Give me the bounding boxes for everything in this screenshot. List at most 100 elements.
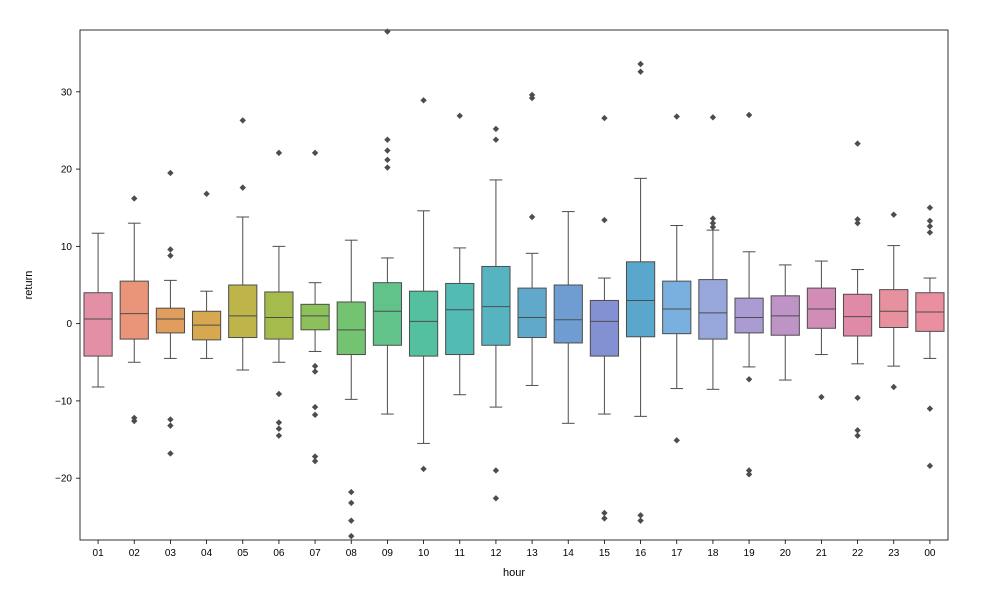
x-tick-label: 11 (455, 548, 466, 559)
box-group (373, 28, 401, 414)
outlier-marker (746, 112, 752, 118)
box-group (916, 205, 944, 469)
outlier-marker (348, 489, 354, 495)
box-group (156, 170, 184, 457)
box (518, 288, 546, 337)
outlier-marker (818, 394, 824, 400)
x-tick-label: 03 (165, 548, 177, 559)
outlier-marker (637, 517, 643, 523)
outlier-marker (674, 113, 680, 119)
x-tick-label: 12 (490, 548, 502, 559)
x-tick-label: 00 (924, 548, 936, 559)
outlier-marker (601, 115, 607, 121)
box (337, 302, 365, 355)
outlier-marker (493, 467, 499, 473)
x-tick-label: 17 (671, 548, 683, 559)
outlier-marker (384, 137, 390, 143)
outlier-marker (276, 391, 282, 397)
box-group (554, 212, 582, 424)
box-group (699, 114, 727, 389)
outlier-marker (312, 150, 318, 156)
box (880, 290, 908, 328)
box (301, 304, 329, 330)
outlier-marker (384, 147, 390, 153)
x-tick-label: 08 (346, 548, 358, 559)
x-tick-label: 06 (273, 548, 285, 559)
chart-svg: −20−100102030010203040506070809101112131… (0, 0, 983, 595)
box (482, 266, 510, 345)
x-tick-label: 05 (237, 548, 249, 559)
outlier-marker (927, 229, 933, 235)
outlier-marker (240, 117, 246, 123)
outlier-marker (384, 157, 390, 163)
x-axis-label: hour (503, 567, 525, 579)
outlier-marker (457, 113, 463, 119)
box (735, 298, 763, 333)
outlier-marker (854, 140, 860, 146)
outlier-marker (240, 184, 246, 190)
outlier-marker (854, 432, 860, 438)
outlier-marker (927, 405, 933, 411)
x-tick-label: 21 (816, 548, 828, 559)
outlier-marker (891, 211, 897, 217)
outlier-marker (710, 114, 716, 120)
box (156, 308, 184, 333)
x-tick-label: 01 (93, 548, 105, 559)
outlier-marker (891, 384, 897, 390)
box (229, 285, 257, 338)
x-tick-label: 13 (527, 548, 539, 559)
box-group (446, 113, 474, 395)
outlier-marker (529, 214, 535, 220)
outlier-marker (854, 395, 860, 401)
box-group (84, 233, 112, 387)
box (699, 280, 727, 340)
outlier-marker (493, 495, 499, 501)
box-group (192, 191, 220, 359)
box-group (229, 117, 257, 370)
x-tick-label: 15 (599, 548, 611, 559)
outlier-marker (276, 150, 282, 156)
box (120, 281, 148, 339)
outlier-marker (167, 252, 173, 258)
outlier-marker (927, 223, 933, 229)
box (590, 300, 618, 356)
outlier-marker (348, 533, 354, 539)
x-tick-label: 09 (382, 548, 394, 559)
box-group (663, 113, 691, 443)
box-group (518, 92, 546, 386)
x-tick-label: 19 (744, 548, 756, 559)
outlier-marker (420, 466, 426, 472)
outlier-marker (276, 419, 282, 425)
outlier-marker (167, 246, 173, 252)
y-tick-label: 0 (66, 319, 72, 330)
x-tick-label: 16 (635, 548, 647, 559)
y-axis-label: return (23, 271, 35, 300)
x-tick-label: 18 (707, 548, 719, 559)
outlier-marker (746, 471, 752, 477)
plot-border (80, 30, 948, 540)
x-tick-label: 10 (418, 548, 430, 559)
y-tick-label: 10 (61, 242, 73, 253)
x-tick-label: 23 (888, 548, 900, 559)
box (807, 288, 835, 328)
outlier-marker (384, 164, 390, 170)
box-group (880, 211, 908, 390)
x-tick-label: 20 (780, 548, 792, 559)
x-tick-label: 22 (852, 548, 864, 559)
outlier-marker (601, 515, 607, 521)
outlier-marker (312, 404, 318, 410)
outlier-marker (927, 205, 933, 211)
y-tick-label: 30 (61, 87, 73, 98)
box (446, 283, 474, 354)
outlier-marker (312, 458, 318, 464)
box-group (590, 115, 618, 522)
outlier-marker (167, 450, 173, 456)
box (554, 285, 582, 343)
outlier-marker (927, 463, 933, 469)
outlier-marker (167, 422, 173, 428)
outlier-marker (637, 69, 643, 75)
outlier-marker (674, 437, 680, 443)
x-tick-label: 04 (201, 548, 213, 559)
box-group (265, 150, 293, 439)
outlier-marker (348, 500, 354, 506)
